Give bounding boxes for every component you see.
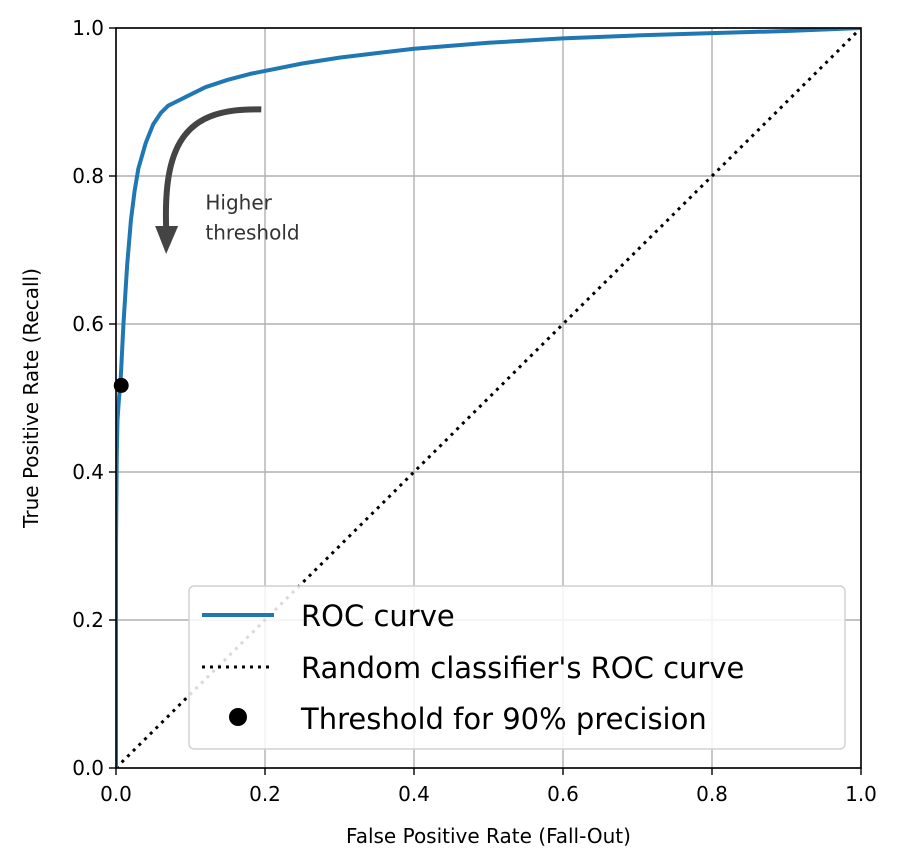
plot-frame [115,27,862,769]
series-layer [116,28,861,768]
y-tick-label: 0.4 [72,460,104,484]
legend-label-roc-curve: ROC curve [301,599,455,633]
legend-box [188,585,846,750]
legend-label-threshold-point: Threshold for 90% precision [300,702,707,736]
annotation-text-line: threshold [205,220,299,244]
x-tick-label: 0.6 [547,782,579,806]
y-tick-label: 0.8 [72,164,104,188]
annotation-arrowhead [155,226,179,254]
legend-label-random-classifier: Random classifier's ROC curve [301,651,744,685]
legend: ROC curve Random classifier's ROC curve … [188,585,846,750]
annotation-arrow [162,106,262,229]
annotation-text-line: Higher [205,190,272,214]
x-tick-label: 0.2 [249,782,281,806]
x-tick-label: 1.0 [845,782,877,806]
x-tick-label: 0.8 [696,782,728,806]
y-axis-label: True Positive Rate (Recall) [19,268,43,529]
ticks: 0.0 0.2 0.4 0.6 0.8 1.0 0.0 0.2 0.4 0.6 0.8 1.0 [72,16,877,806]
y-tick-label: 1.0 [72,16,104,40]
roc-curve-line [116,28,861,768]
legend-handle-threshold-point [229,708,247,726]
y-tick-label: 0.0 [72,756,104,780]
x-tick-label: 0.4 [398,782,430,806]
y-tick-label: 0.2 [72,608,104,632]
y-tick-label: 0.6 [72,312,104,336]
annotation-layer: Higher threshold [155,106,300,254]
points-layer [113,377,129,393]
x-axis-label: False Positive Rate (Fall-Out) [346,824,631,848]
threshold-point [113,377,129,393]
x-tick-label: 0.0 [100,782,132,806]
